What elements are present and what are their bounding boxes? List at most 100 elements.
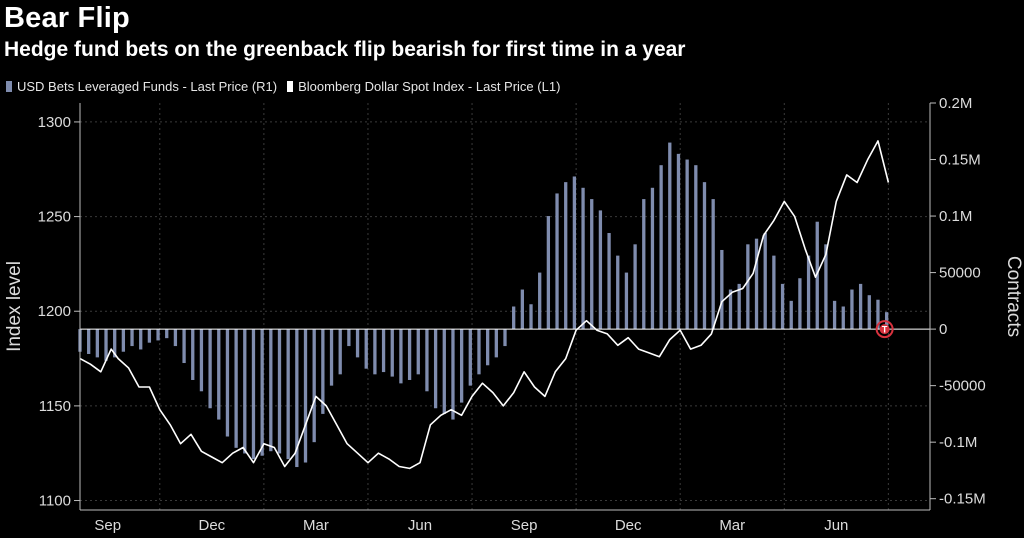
x-tick-label: Dec	[198, 517, 225, 534]
bar	[607, 233, 611, 330]
bar	[139, 329, 143, 350]
bar	[433, 329, 438, 409]
marker-circle	[875, 320, 894, 339]
right-tick-label: 0.2M	[939, 95, 972, 112]
bar	[772, 255, 776, 330]
left-tick-label: 1300	[38, 114, 71, 131]
bar	[633, 244, 637, 330]
bar	[590, 199, 594, 330]
bar	[459, 329, 464, 403]
bar	[555, 193, 559, 330]
bar	[867, 295, 871, 330]
bar	[225, 329, 230, 437]
bar	[251, 329, 256, 460]
right-tick-label: -0.1M	[939, 434, 977, 451]
bar	[850, 289, 854, 330]
legend-item-bars: USD Bets Leveraged Funds - Last Price (R…	[6, 79, 277, 94]
x-tick-label: Jun	[408, 517, 432, 534]
bar	[173, 329, 178, 347]
right-tick-label: -0.15M	[939, 491, 986, 508]
bar	[659, 165, 663, 330]
marker-label: T	[882, 325, 888, 335]
bar	[780, 283, 785, 330]
bar	[303, 329, 308, 463]
bar	[425, 329, 429, 392]
bar	[95, 329, 99, 358]
bar	[165, 329, 169, 339]
legend-label-bars: USD Bets Leveraged Funds - Last Price (R…	[17, 79, 278, 94]
bar	[321, 329, 325, 414]
bar	[841, 306, 845, 330]
bar	[451, 329, 455, 420]
bar	[642, 199, 646, 330]
x-tick-label: Mar	[303, 517, 329, 534]
right-tick-label: 0	[939, 321, 947, 338]
bar	[711, 199, 715, 330]
bar	[798, 278, 802, 330]
bar	[876, 299, 880, 330]
right-tick-label: -50000	[939, 378, 986, 395]
bar	[295, 329, 299, 468]
bar	[147, 329, 152, 343]
left-tick-label: 1100	[39, 493, 71, 510]
bar	[347, 329, 351, 347]
bar	[520, 289, 524, 330]
bar	[104, 329, 108, 361]
bar	[494, 329, 498, 358]
bar	[763, 233, 767, 330]
legend-swatch-bars	[6, 81, 12, 92]
bar	[737, 283, 741, 330]
x-tick-label: Sep	[94, 517, 121, 534]
bar	[130, 329, 134, 347]
left-tick-label: 1200	[38, 303, 71, 320]
bar	[512, 306, 516, 330]
chart-subtitle: Hedge fund bets on the greenback flip be…	[4, 38, 686, 61]
bar	[702, 182, 707, 330]
bar	[182, 329, 186, 364]
bar	[217, 329, 221, 420]
bar	[442, 329, 446, 414]
bar	[598, 210, 603, 330]
bar	[312, 329, 316, 443]
bar	[624, 272, 629, 330]
bar	[806, 255, 811, 330]
legend-swatch-line	[287, 81, 294, 92]
bar	[616, 255, 620, 330]
bar	[789, 300, 793, 330]
bar	[243, 329, 247, 454]
bar	[650, 187, 655, 330]
legend: USD Bets Leveraged Funds - Last Price (R…	[6, 79, 570, 94]
bar	[564, 182, 568, 330]
bar	[113, 329, 117, 358]
bar	[416, 329, 420, 375]
bar	[477, 329, 481, 375]
bar	[546, 216, 551, 330]
bar	[503, 329, 507, 347]
bar	[234, 329, 238, 448]
bar	[486, 329, 490, 366]
bar	[815, 221, 819, 330]
bar	[329, 329, 334, 386]
bar	[581, 187, 585, 330]
index-line	[79, 140, 890, 470]
left-tick-label: 1250	[38, 209, 71, 226]
bar	[676, 153, 681, 330]
bar	[468, 329, 472, 386]
left-tick-label: 1150	[39, 398, 71, 415]
bar	[338, 329, 342, 375]
chart-title: Bear Flip	[4, 2, 130, 34]
bar	[858, 283, 863, 330]
bar	[572, 176, 577, 330]
right-axis-title: Contracts	[1003, 256, 1024, 337]
bar	[390, 329, 394, 377]
bar	[529, 304, 533, 330]
x-tick-label: Dec	[615, 517, 642, 534]
bar	[381, 329, 386, 373]
legend-item-line: Bloomberg Dollar Spot Index - Last Price…	[287, 79, 560, 94]
bar	[269, 329, 273, 452]
bar	[364, 329, 368, 369]
marker-dot	[879, 324, 890, 335]
bar	[156, 329, 160, 341]
bar	[694, 165, 698, 330]
